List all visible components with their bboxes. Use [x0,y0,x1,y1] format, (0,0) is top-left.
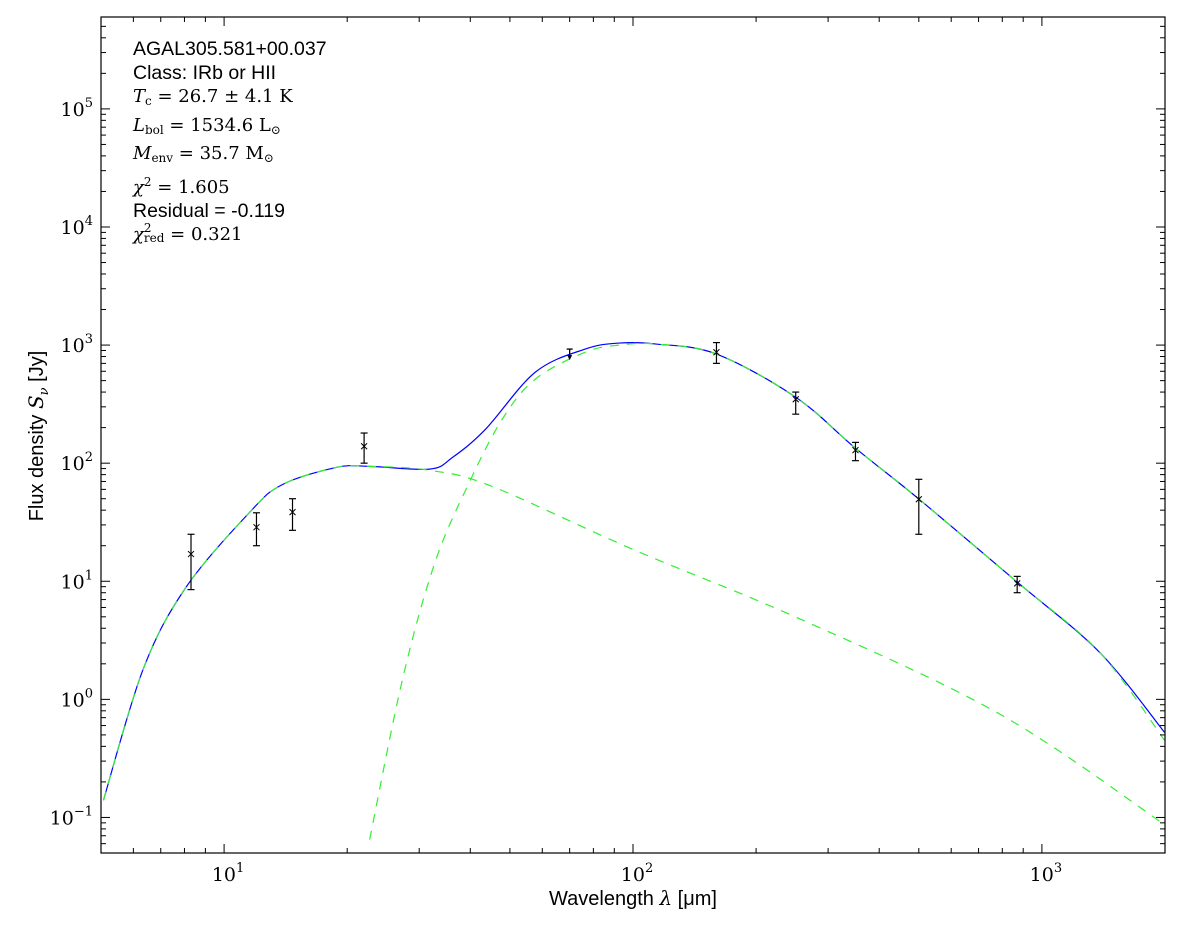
tick-base: 10 [61,335,85,357]
chi2red-label: χ2 red = 0.321 [133,221,327,247]
menv-sun: ⊙ [263,151,274,166]
data-point [187,533,195,591]
tick-base: 10 [61,453,85,475]
tick-exponent: 2 [645,861,653,876]
tick-base: 10 [621,864,645,886]
chi2-value: = 1.605 [151,176,230,198]
model-curve-cold-component [369,342,1165,840]
y-label-unit: [Jy] [26,350,48,388]
tick-exponent: −1 [74,804,93,819]
data-marker [360,442,368,450]
lbol-symbol: L [133,114,145,136]
data-marker [915,495,923,503]
y-label-symbol: S [24,395,48,410]
chi2red-value: = 0.321 [164,224,243,246]
chi2red-sub: red [143,231,165,246]
upper-limit-arrow [567,355,573,361]
data-point [289,498,297,531]
residual-label: Residual = -0.119 [133,199,285,222]
tick-exponent: 1 [85,568,93,583]
temperature-label: Tc = 26.7 ± 4.1 K [133,85,327,114]
y-tick-label: 105 [61,96,93,121]
mass-label: Menv = 35.7 M⊙ [133,142,327,171]
x-label-symbol: λ [659,886,673,910]
x-tick-label: 101 [212,861,244,886]
menv-value: = 35.7 M [173,143,264,165]
tick-base: 10 [61,99,85,121]
data-marker [187,550,195,558]
tick-exponent: 3 [1054,861,1062,876]
x-tick-label: 102 [621,861,653,886]
chi2red-sup: 2 [143,221,152,236]
data-point [915,478,923,535]
x-label-text: Wavelength [549,888,660,910]
data-marker [792,395,800,403]
source-class: Class: IRb or HII [133,61,277,84]
y-label-sub: ν [37,387,52,396]
chi2red-symbol: χ [133,224,144,246]
tc-sub: c [145,94,152,109]
tick-exponent: 0 [85,686,93,701]
tick-base: 10 [1030,864,1054,886]
data-point [712,341,720,364]
lbol-sun: ⊙ [270,122,281,137]
data-marker [1013,580,1021,587]
data-marker [289,508,296,516]
y-tick-label: 104 [61,214,93,239]
y-tick-label: 101 [61,568,93,593]
data-point [566,348,573,361]
x-tick-label: 103 [1030,861,1062,886]
data-point [1013,575,1021,594]
y-label-text: Flux density [26,409,48,522]
model-curve-total [102,341,1165,801]
tick-base: 10 [212,864,236,886]
tick-exponent: 3 [85,332,93,347]
data-point [252,512,260,547]
data-point [360,432,368,464]
menv-symbol: M [133,143,152,165]
x-label-unit: [μm] [672,888,717,910]
data-marker [253,523,260,531]
data-marker [713,348,720,356]
tick-base: 10 [50,807,74,829]
tick-exponent: 2 [85,450,93,465]
data-point [851,441,859,462]
y-tick-label: 10−1 [50,804,93,829]
y-tick-label: 103 [61,332,93,357]
menv-sub: env [151,151,174,166]
tc-symbol: T [133,86,146,108]
chi2-label: χ2 = 1.605 [133,171,327,200]
data-marker [852,446,859,454]
data-point [792,391,800,415]
chi2-sup: 2 [143,174,152,189]
tick-base: 10 [61,217,85,239]
tc-value: = 26.7 ± 4.1 K [151,86,293,108]
tick-exponent: 4 [85,214,93,229]
luminosity-label: Lbol = 1534.6 L⊙ [133,114,327,143]
chi2-symbol: χ [133,176,144,198]
source-name: AGAL305.581+00.037 [133,38,327,60]
y-tick-label: 100 [61,686,93,711]
x-axis-label: Wavelength λ [μm] [0,886,1200,911]
lbol-sub: bol [144,122,164,137]
tick-base: 10 [61,571,85,593]
tick-exponent: 5 [85,96,93,111]
fit-annotation: AGAL305.581+00.037 Class: IRb or HII Tc … [133,38,327,247]
model-curve-warm-component [102,464,1165,826]
tick-exponent: 1 [236,861,244,876]
lbol-value: = 1534.6 L [163,114,271,136]
y-axis-label: Flux density Sν [Jy] [24,236,52,636]
y-tick-label: 102 [61,450,93,475]
tick-base: 10 [61,689,85,711]
